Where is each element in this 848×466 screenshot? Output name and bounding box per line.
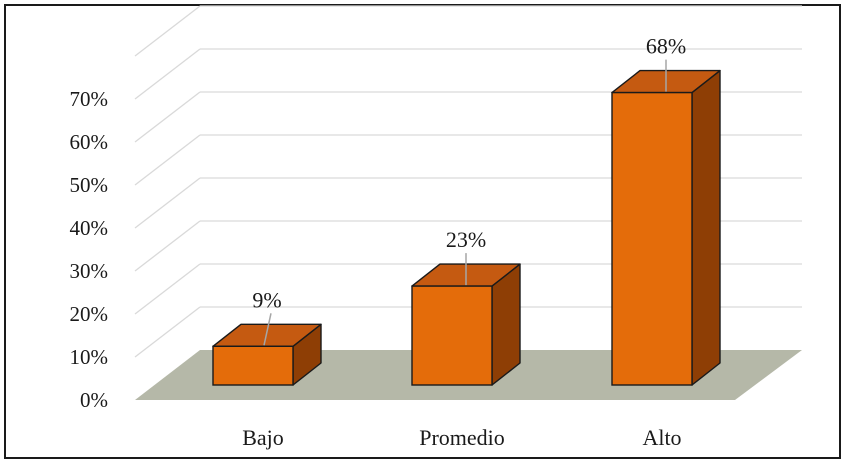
x-category-label: Bajo	[242, 425, 284, 450]
gridline-diagonal	[134, 263, 201, 315]
gridline-diagonal	[134, 220, 201, 272]
y-tick-label: 50%	[70, 173, 109, 197]
y-tick-label: 0%	[80, 388, 108, 412]
y-tick-label: 30%	[70, 259, 109, 283]
data-label: 23%	[446, 227, 486, 252]
gridline-diagonal	[134, 5, 201, 57]
gridline-diagonal	[134, 48, 201, 100]
gridline-diagonal	[134, 91, 201, 143]
y-tick-label: 70%	[70, 87, 109, 111]
gridline-diagonal	[134, 134, 201, 186]
bar	[212, 345, 294, 386]
data-label: 9%	[252, 287, 281, 312]
y-tick-label: 60%	[70, 130, 109, 154]
gridline-diagonal	[134, 177, 201, 229]
y-tick-label: 40%	[70, 216, 109, 240]
data-label: 68%	[646, 34, 686, 59]
bar-side	[691, 69, 721, 386]
bar	[411, 285, 493, 386]
data-label-leader	[263, 313, 272, 346]
y-tick-label: 10%	[70, 345, 109, 369]
gridline-diagonal	[134, 306, 201, 358]
bar	[611, 91, 693, 386]
y-tick-label: 20%	[70, 302, 109, 326]
x-category-label: Promedio	[419, 425, 505, 450]
x-category-label: Alto	[642, 425, 681, 450]
